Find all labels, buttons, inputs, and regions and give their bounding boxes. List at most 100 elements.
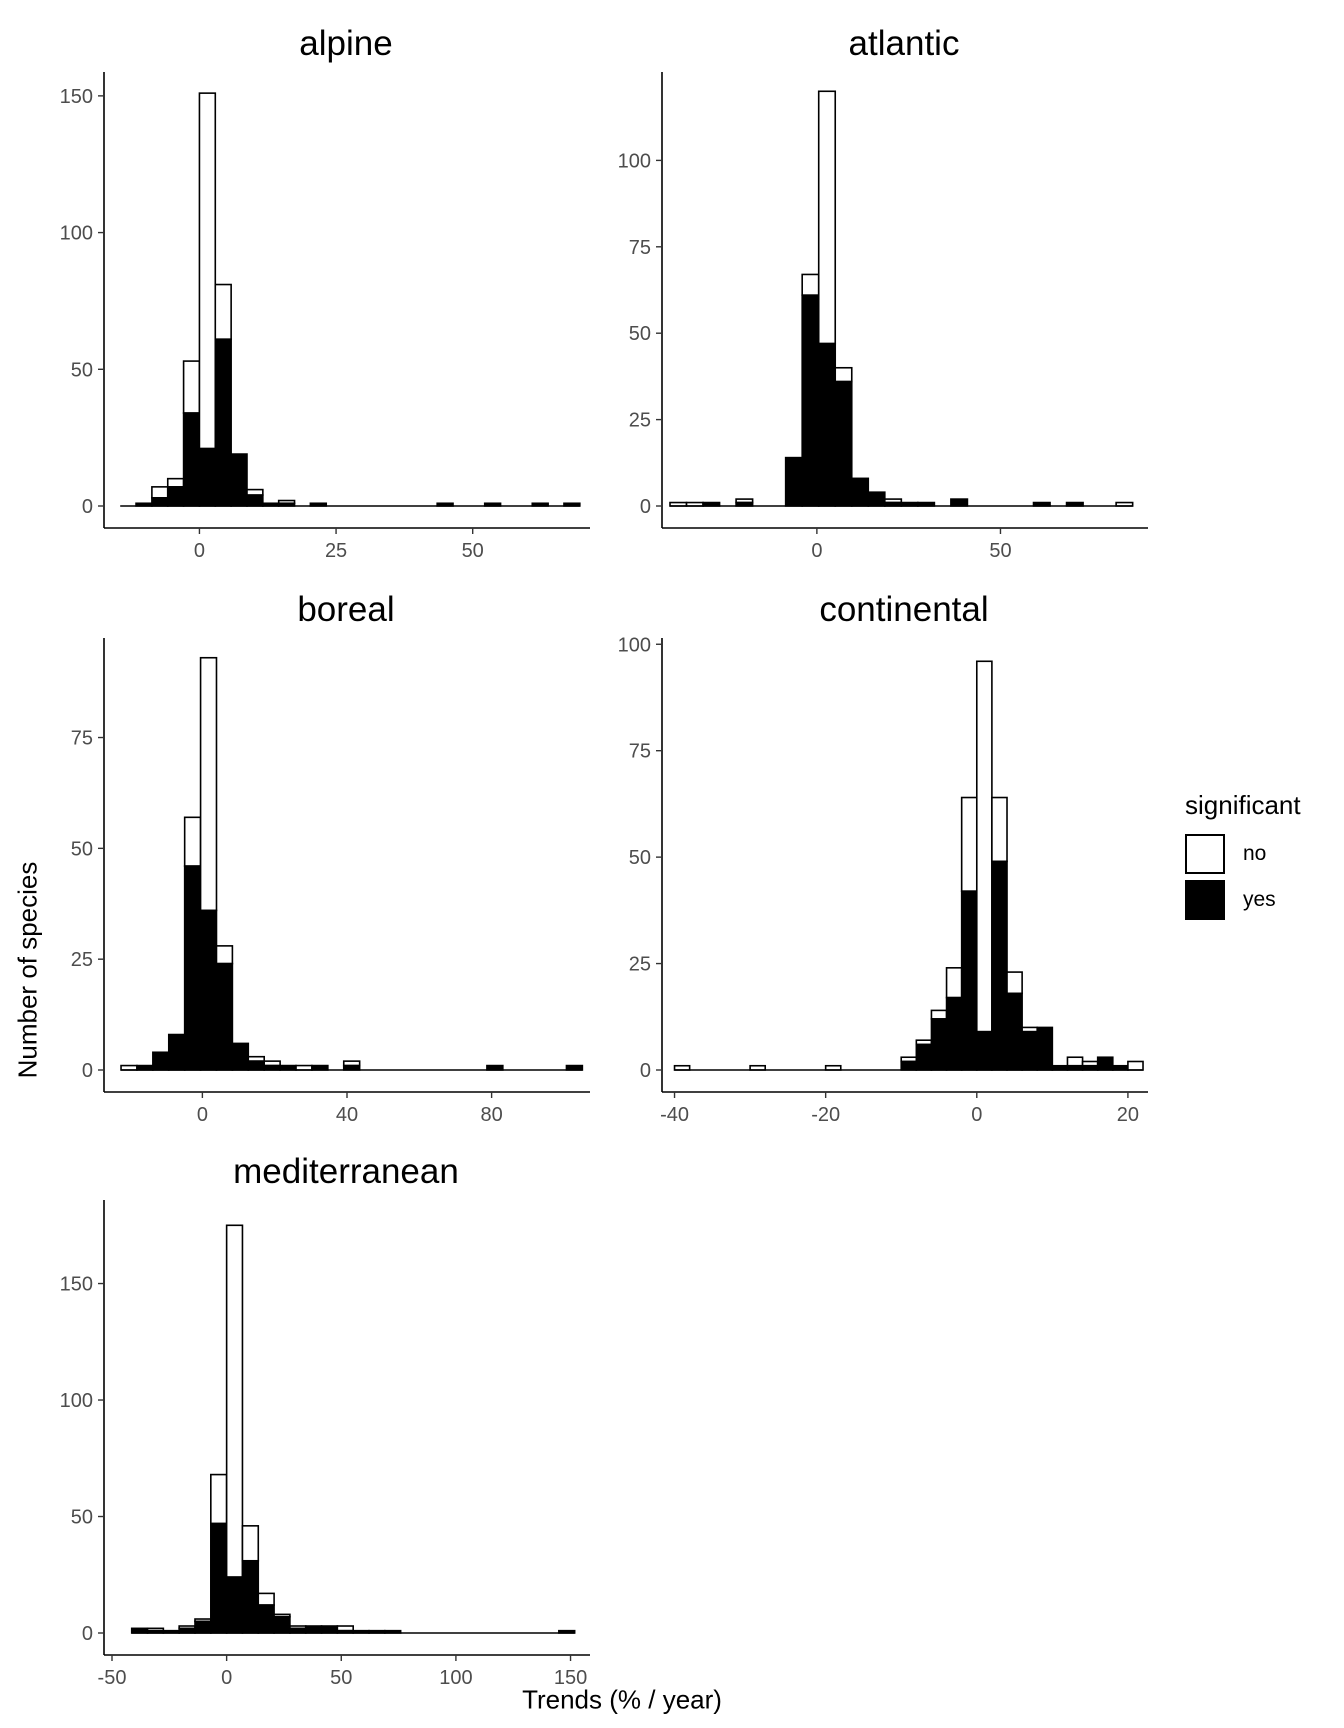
y-tick-label: 25 bbox=[71, 949, 93, 971]
bar-yes bbox=[194, 1620, 212, 1634]
bar-no bbox=[1066, 1056, 1084, 1067]
bar-yes bbox=[167, 1033, 186, 1071]
x-axis-title: Trends (% / year) bbox=[522, 1684, 722, 1715]
bar-yes bbox=[1021, 1030, 1039, 1071]
y-tick-label: 150 bbox=[60, 86, 93, 108]
bar-no bbox=[1127, 1060, 1144, 1071]
x-tick-label: 25 bbox=[325, 540, 347, 562]
y-tick-label: 150 bbox=[60, 1274, 93, 1296]
bar-yes bbox=[214, 338, 232, 507]
bar-no bbox=[945, 967, 963, 999]
x-tick-label: 0 bbox=[197, 1104, 208, 1126]
bar-no bbox=[991, 796, 1008, 863]
bar-yes bbox=[930, 1018, 948, 1071]
y-tick-label: 100 bbox=[60, 1390, 93, 1412]
y-tick-label: 0 bbox=[640, 1060, 651, 1082]
bar-no bbox=[246, 488, 264, 496]
legend-label-yes: yes bbox=[1243, 888, 1276, 911]
x-tick-label: 80 bbox=[480, 1104, 502, 1126]
bar-yes bbox=[960, 890, 978, 1071]
bar-no bbox=[960, 796, 978, 892]
y-tick-label: 0 bbox=[640, 496, 651, 518]
bar-yes bbox=[257, 1604, 275, 1634]
x-tick-label: -20 bbox=[811, 1104, 840, 1126]
bar-yes bbox=[834, 380, 853, 507]
facet-atlantic: atlantic 0 25 50 75 100 0 50 bbox=[618, 24, 1148, 562]
facet-continental: continental 0 25 50 75 100 -40 -20 0 20 bbox=[618, 590, 1148, 1126]
bar-yes bbox=[1006, 992, 1023, 1071]
bar-yes bbox=[1036, 1026, 1054, 1071]
x-tick-label: -50 bbox=[98, 1667, 127, 1689]
bar-yes bbox=[215, 962, 234, 1071]
bar-yes bbox=[784, 456, 803, 507]
bar-yes bbox=[166, 486, 185, 507]
bar-no bbox=[801, 273, 820, 296]
bar-yes bbox=[867, 491, 886, 507]
x-tick-label: -40 bbox=[660, 1104, 689, 1126]
bar-no bbox=[817, 90, 837, 345]
bar-yes bbox=[304, 1625, 323, 1634]
y-tick-label: 0 bbox=[82, 1060, 93, 1082]
legend-item-yes: yes bbox=[1185, 877, 1335, 923]
x-tick-label: 50 bbox=[462, 540, 484, 562]
y-tick-label: 50 bbox=[71, 359, 93, 381]
bar-yes bbox=[231, 1042, 250, 1071]
bar-yes bbox=[801, 294, 820, 507]
bar-yes bbox=[247, 1060, 266, 1071]
bar-no bbox=[183, 816, 202, 867]
bar-yes bbox=[975, 1030, 993, 1071]
legend-item-no: no bbox=[1185, 831, 1335, 877]
y-tick-label: 25 bbox=[629, 410, 651, 432]
y-tick-label: 0 bbox=[82, 1623, 93, 1645]
y-tick-label: 50 bbox=[71, 838, 93, 860]
legend-label-no: no bbox=[1243, 842, 1267, 865]
y-tick-label: 50 bbox=[71, 1507, 93, 1529]
bar-yes bbox=[199, 909, 218, 1071]
y-tick-label: 75 bbox=[71, 728, 93, 750]
bar-yes bbox=[225, 1576, 244, 1634]
x-tick-label: 20 bbox=[1117, 1104, 1139, 1126]
legend-title: significant bbox=[1185, 790, 1301, 820]
bar-no bbox=[241, 1525, 260, 1562]
bar-no bbox=[975, 660, 993, 1033]
x-tick-label: 0 bbox=[811, 540, 822, 562]
bar-yes bbox=[210, 1522, 228, 1634]
bar-yes bbox=[151, 496, 169, 507]
x-tick-label: 100 bbox=[439, 1667, 472, 1689]
bar-no bbox=[214, 283, 232, 341]
facet-title: mediterranean bbox=[233, 1152, 459, 1191]
bar-no bbox=[930, 1009, 948, 1020]
facet-title: boreal bbox=[297, 590, 394, 629]
bar-no bbox=[257, 1592, 275, 1606]
bar-no bbox=[166, 477, 185, 488]
bar-no bbox=[225, 1224, 244, 1578]
bar-yes bbox=[1096, 1056, 1114, 1071]
y-tick-label: 100 bbox=[618, 150, 651, 172]
x-tick-label: 0 bbox=[971, 1104, 982, 1126]
bar-no bbox=[198, 92, 217, 450]
y-tick-label: 25 bbox=[629, 954, 651, 976]
bar-yes bbox=[198, 447, 217, 507]
bar-yes bbox=[182, 412, 201, 507]
bar-no bbox=[199, 656, 218, 912]
legend-key-yes bbox=[1185, 880, 1225, 920]
legend: significant no yes bbox=[1185, 790, 1335, 923]
x-tick-label: 50 bbox=[330, 1667, 352, 1689]
y-tick-label: 100 bbox=[60, 223, 93, 245]
bar-no bbox=[210, 1473, 228, 1525]
bar-no bbox=[215, 945, 234, 965]
bar-yes bbox=[850, 477, 870, 507]
legend-key-no bbox=[1185, 834, 1225, 874]
x-tick-label: 50 bbox=[989, 540, 1011, 562]
facet-title: atlantic bbox=[849, 24, 960, 63]
bar-no bbox=[1006, 971, 1023, 995]
facet-title: continental bbox=[819, 590, 988, 629]
bar-yes bbox=[152, 1051, 170, 1071]
y-tick-label: 100 bbox=[618, 634, 651, 656]
bar-no bbox=[834, 366, 853, 383]
y-tick-label: 0 bbox=[82, 496, 93, 518]
bar-yes bbox=[991, 860, 1008, 1071]
y-tick-label: 75 bbox=[629, 741, 651, 763]
